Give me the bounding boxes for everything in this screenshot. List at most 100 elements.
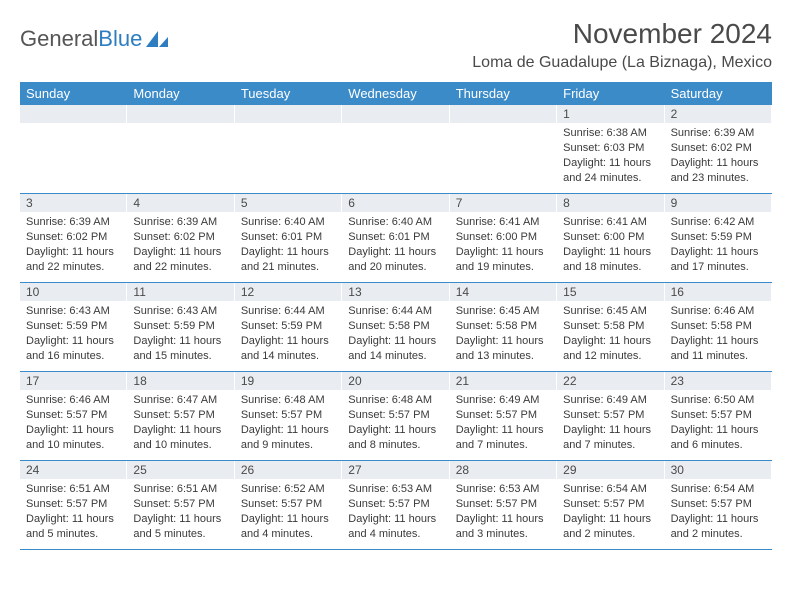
- sunrise-text: Sunrise: 6:40 AM: [348, 215, 443, 230]
- day-cell: [342, 105, 449, 193]
- day-cell: [127, 105, 234, 193]
- weekday-header-row: SundayMondayTuesdayWednesdayThursdayFrid…: [20, 82, 772, 105]
- day-number: 4: [127, 194, 234, 212]
- daylight-text: Daylight: 11 hours and 23 minutes.: [671, 156, 766, 186]
- sunset-text: Sunset: 5:57 PM: [241, 408, 336, 423]
- sunrise-text: Sunrise: 6:49 AM: [563, 393, 658, 408]
- day-number: 23: [665, 372, 772, 390]
- day-number: 13: [342, 283, 449, 301]
- sunrise-text: Sunrise: 6:41 AM: [563, 215, 658, 230]
- weekday-header: Friday: [557, 82, 664, 105]
- sunrise-text: Sunrise: 6:54 AM: [563, 482, 658, 497]
- calendar-grid: SundayMondayTuesdayWednesdayThursdayFrid…: [20, 82, 772, 550]
- sunset-text: Sunset: 5:58 PM: [563, 319, 658, 334]
- day-number: 11: [127, 283, 234, 301]
- daylight-text: Daylight: 11 hours and 24 minutes.: [563, 156, 658, 186]
- daylight-text: Daylight: 11 hours and 14 minutes.: [241, 334, 336, 364]
- daylight-text: Daylight: 11 hours and 7 minutes.: [456, 423, 551, 453]
- day-cell: 8Sunrise: 6:41 AMSunset: 6:00 PMDaylight…: [557, 194, 664, 282]
- sunrise-text: Sunrise: 6:43 AM: [133, 304, 228, 319]
- daylight-text: Daylight: 11 hours and 9 minutes.: [241, 423, 336, 453]
- sunrise-text: Sunrise: 6:51 AM: [26, 482, 121, 497]
- sunrise-text: Sunrise: 6:49 AM: [456, 393, 551, 408]
- sunset-text: Sunset: 5:57 PM: [456, 497, 551, 512]
- sunrise-text: Sunrise: 6:46 AM: [26, 393, 121, 408]
- day-cell: 3Sunrise: 6:39 AMSunset: 6:02 PMDaylight…: [20, 194, 127, 282]
- day-cell: 5Sunrise: 6:40 AMSunset: 6:01 PMDaylight…: [235, 194, 342, 282]
- sunset-text: Sunset: 5:57 PM: [348, 408, 443, 423]
- day-cell: 26Sunrise: 6:52 AMSunset: 5:57 PMDayligh…: [235, 461, 342, 549]
- day-number: 17: [20, 372, 127, 390]
- day-number: 12: [235, 283, 342, 301]
- sunset-text: Sunset: 5:57 PM: [456, 408, 551, 423]
- day-body: Sunrise: 6:39 AMSunset: 6:02 PMDaylight:…: [665, 123, 772, 189]
- day-number: 16: [665, 283, 772, 301]
- sunset-text: Sunset: 6:00 PM: [456, 230, 551, 245]
- sunrise-text: Sunrise: 6:48 AM: [348, 393, 443, 408]
- day-body: Sunrise: 6:44 AMSunset: 5:58 PMDaylight:…: [342, 301, 449, 367]
- logo: GeneralBlue: [20, 18, 170, 52]
- sunset-text: Sunset: 6:02 PM: [133, 230, 228, 245]
- sunset-text: Sunset: 5:57 PM: [133, 408, 228, 423]
- sunset-text: Sunset: 5:59 PM: [133, 319, 228, 334]
- day-body: Sunrise: 6:39 AMSunset: 6:02 PMDaylight:…: [127, 212, 234, 278]
- day-body: Sunrise: 6:43 AMSunset: 5:59 PMDaylight:…: [20, 301, 127, 367]
- daylight-text: Daylight: 11 hours and 2 minutes.: [671, 512, 766, 542]
- weekday-header: Monday: [127, 82, 234, 105]
- daylight-text: Daylight: 11 hours and 10 minutes.: [26, 423, 121, 453]
- sunrise-text: Sunrise: 6:38 AM: [563, 126, 658, 141]
- month-title: November 2024: [472, 18, 772, 50]
- sunrise-text: Sunrise: 6:54 AM: [671, 482, 766, 497]
- sunset-text: Sunset: 5:57 PM: [26, 497, 121, 512]
- day-cell: 29Sunrise: 6:54 AMSunset: 5:57 PMDayligh…: [557, 461, 664, 549]
- daylight-text: Daylight: 11 hours and 6 minutes.: [671, 423, 766, 453]
- sunrise-text: Sunrise: 6:39 AM: [671, 126, 766, 141]
- day-number: 24: [20, 461, 127, 479]
- daylight-text: Daylight: 11 hours and 4 minutes.: [348, 512, 443, 542]
- sunrise-text: Sunrise: 6:44 AM: [241, 304, 336, 319]
- day-number: 5: [235, 194, 342, 212]
- sunset-text: Sunset: 5:58 PM: [456, 319, 551, 334]
- daylight-text: Daylight: 11 hours and 18 minutes.: [563, 245, 658, 275]
- sunrise-text: Sunrise: 6:53 AM: [348, 482, 443, 497]
- day-body: Sunrise: 6:52 AMSunset: 5:57 PMDaylight:…: [235, 479, 342, 545]
- day-body: Sunrise: 6:48 AMSunset: 5:57 PMDaylight:…: [235, 390, 342, 456]
- day-body: Sunrise: 6:38 AMSunset: 6:03 PMDaylight:…: [557, 123, 664, 189]
- sunset-text: Sunset: 6:01 PM: [241, 230, 336, 245]
- weekday-header: Saturday: [665, 82, 772, 105]
- day-body: Sunrise: 6:49 AMSunset: 5:57 PMDaylight:…: [557, 390, 664, 456]
- daylight-text: Daylight: 11 hours and 8 minutes.: [348, 423, 443, 453]
- sunrise-text: Sunrise: 6:45 AM: [456, 304, 551, 319]
- sunset-text: Sunset: 5:57 PM: [348, 497, 443, 512]
- day-body: Sunrise: 6:39 AMSunset: 6:02 PMDaylight:…: [20, 212, 127, 278]
- weekday-header: Wednesday: [342, 82, 449, 105]
- day-number: 30: [665, 461, 772, 479]
- day-body: Sunrise: 6:40 AMSunset: 6:01 PMDaylight:…: [235, 212, 342, 278]
- week-row: 1Sunrise: 6:38 AMSunset: 6:03 PMDaylight…: [20, 105, 772, 194]
- day-body: Sunrise: 6:41 AMSunset: 6:00 PMDaylight:…: [557, 212, 664, 278]
- sunset-text: Sunset: 5:58 PM: [671, 319, 766, 334]
- sunrise-text: Sunrise: 6:51 AM: [133, 482, 228, 497]
- day-number: 21: [450, 372, 557, 390]
- sunset-text: Sunset: 6:03 PM: [563, 141, 658, 156]
- day-number: 19: [235, 372, 342, 390]
- day-body: Sunrise: 6:41 AMSunset: 6:00 PMDaylight:…: [450, 212, 557, 278]
- daylight-text: Daylight: 11 hours and 10 minutes.: [133, 423, 228, 453]
- sunrise-text: Sunrise: 6:45 AM: [563, 304, 658, 319]
- daylight-text: Daylight: 11 hours and 22 minutes.: [26, 245, 121, 275]
- day-cell: 2Sunrise: 6:39 AMSunset: 6:02 PMDaylight…: [665, 105, 772, 193]
- week-row: 3Sunrise: 6:39 AMSunset: 6:02 PMDaylight…: [20, 194, 772, 283]
- sunrise-text: Sunrise: 6:40 AM: [241, 215, 336, 230]
- week-row: 24Sunrise: 6:51 AMSunset: 5:57 PMDayligh…: [20, 461, 772, 550]
- day-body: Sunrise: 6:53 AMSunset: 5:57 PMDaylight:…: [450, 479, 557, 545]
- sunset-text: Sunset: 5:59 PM: [241, 319, 336, 334]
- location-subtitle: Loma de Guadalupe (La Biznaga), Mexico: [472, 54, 772, 72]
- daylight-text: Daylight: 11 hours and 5 minutes.: [26, 512, 121, 542]
- daylight-text: Daylight: 11 hours and 21 minutes.: [241, 245, 336, 275]
- sunrise-text: Sunrise: 6:39 AM: [133, 215, 228, 230]
- day-body: Sunrise: 6:46 AMSunset: 5:58 PMDaylight:…: [665, 301, 772, 367]
- sunrise-text: Sunrise: 6:43 AM: [26, 304, 121, 319]
- day-cell: [20, 105, 127, 193]
- daylight-text: Daylight: 11 hours and 11 minutes.: [671, 334, 766, 364]
- day-number: 7: [450, 194, 557, 212]
